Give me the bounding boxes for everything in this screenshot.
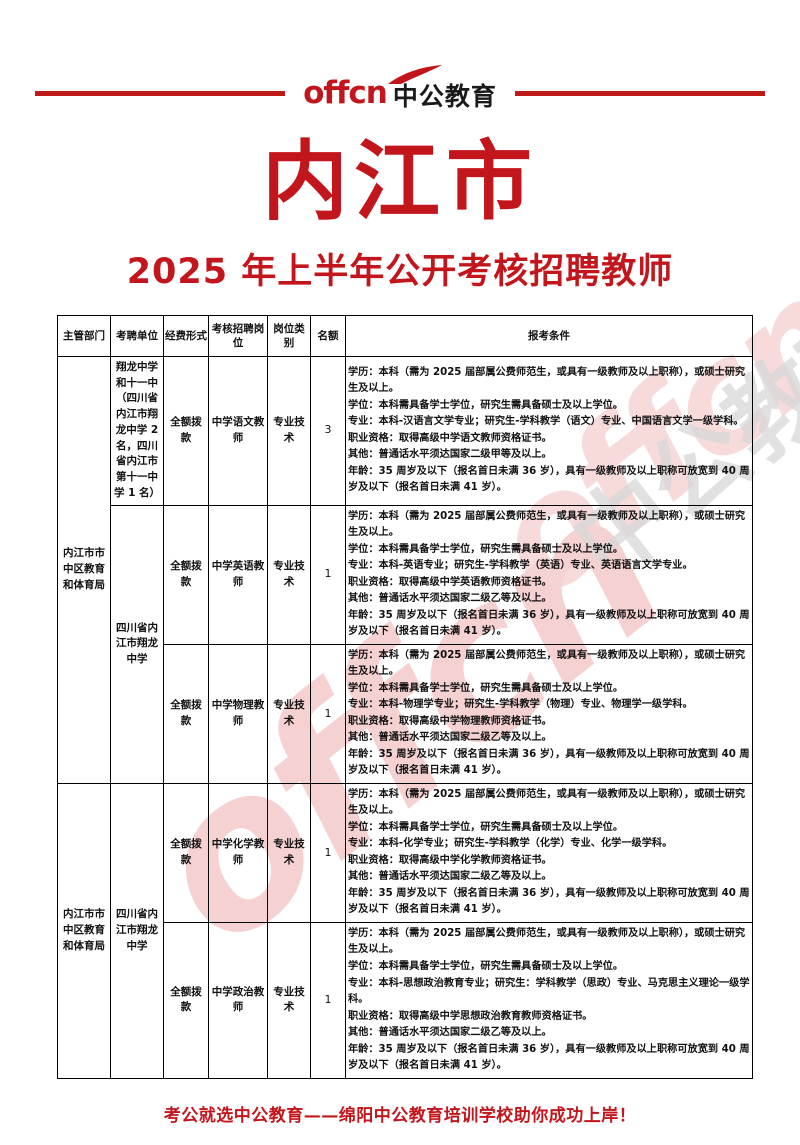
offcn-cn-wordmark: 中公教育 xyxy=(392,82,497,111)
table-header-row: 主管部门 考聘单位 经费形式 考核招聘岗位 岗位类别 名额 报考条件 xyxy=(57,314,753,357)
table-row: 全额拨款 中学政治教师 专业技术 1 学历：本科（需为 2025 届部属公费师范生，或具… xyxy=(58,921,753,1079)
recruitment-table-wrap: 主管部门 考聘单位 经费形式 考核招聘岗位 岗位类别 名额 报考条件 内江市市中… xyxy=(57,314,754,1079)
cell-category: 专业技术 xyxy=(267,643,311,784)
condition-line: 专业：本科-汉语言文学专业；研究生-学科教学（语文）专业、中国语言文学一级学科。 xyxy=(348,416,744,428)
condition-line: 学位：本科需具备学士学位，研究生需具备硕士及以上学位。 xyxy=(348,682,624,694)
cell-category: 专业技术 xyxy=(267,504,311,645)
cell-conditions: 学历：本科（需为 2025 届部属公费师范生，或具有一级教师及以上职称），或硕士… xyxy=(345,921,753,1079)
cell-quota: 1 xyxy=(310,921,346,1079)
condition-line: 职业资格：取得高级中学英语教师资格证书。 xyxy=(348,576,552,588)
condition-line: 专业：本科-化学专业；研究生-学科教学（化学）专业、化学一级学科。 xyxy=(348,838,673,850)
condition-line: 其他：普通话水平须达国家二级甲等及以上。 xyxy=(348,449,552,461)
col-header-dept: 主管部门 xyxy=(57,314,111,357)
offcn-logo: offcn 中公教育 xyxy=(295,65,505,111)
cell-post: 中学英语教师 xyxy=(208,504,268,645)
cell-fund: 全额拨款 xyxy=(163,504,209,645)
condition-line: 学位：本科需具备学士学位，研究生需具备硕士及以上学位。 xyxy=(348,961,624,972)
page-subtitle: 2025 年上半年公开考核招聘教师 xyxy=(126,252,674,292)
condition-line: 年龄：35 周岁及以下（报名首日未满 36 岁），具有一级教师及以上职称可放宽到… xyxy=(348,748,750,777)
cell-quota: 3 xyxy=(310,355,346,506)
offcn-wordmark: offcn xyxy=(303,75,388,111)
cell-unit: 四川省内江市翔龙中学 xyxy=(110,782,164,1079)
condition-line: 专业：本科-英语专业；研究生-学科教学（英语）专业、英语语言文学专业。 xyxy=(348,560,693,572)
cell-conditions: 学历：本科（需为 2025 届部属公费师范生，或具有一级教师及以上职称），或硕士… xyxy=(345,504,753,645)
cell-post: 中学物理教师 xyxy=(208,643,268,784)
condition-line: 专业：本科-物理学专业；研究生-学科教学（物理）专业、物理学一级学科。 xyxy=(348,699,693,711)
cell-unit: 四川省内江市翔龙中学 xyxy=(110,504,164,784)
condition-line: 年龄：35 周岁及以下（报名首日未满 36 岁），具有一级教师及以上职称可放宽到… xyxy=(348,465,750,494)
table-row: 四川省内江市翔龙中学 全额拨款 中学英语教师 专业技术 1 学历：本科（需为 2025 届… xyxy=(58,504,753,784)
table-row: 全额拨款 中学物理教师 专业技术 1 学历：本科（需为 2025 届部属公费师范生，或具… xyxy=(58,643,753,784)
condition-line: 其他：普通话水平须达国家二级乙等及以上。 xyxy=(348,593,552,605)
condition-line: 年龄：35 周岁及以下（报名首日未满 36 岁），具有一级教师及以上职称可放宽到… xyxy=(348,887,750,916)
cell-category: 专业技术 xyxy=(267,921,311,1079)
condition-line: 职业资格：取得高级中学语文教师资格证书。 xyxy=(348,432,552,444)
condition-line: 其他：普通话水平须达国家二级乙等及以上。 xyxy=(348,871,552,883)
cell-category: 专业技术 xyxy=(267,355,311,506)
table-row: 内江市市中区教育和体育局 四川省内江市翔龙中学 全额拨款 中学化学教师 专业技术 1 学历：… xyxy=(57,782,753,1079)
col-header-fund: 经费形式 xyxy=(163,314,209,357)
condition-line: 学历：本科（需为 2025 届部属公费师范生，或具有一级教师及以上职称），或硕士… xyxy=(348,788,746,817)
condition-line: 其他：普通话水平须达国家二级乙等及以上。 xyxy=(348,1027,552,1039)
condition-line: 学历：本科（需为 2025 届部属公费师范生，或具有一级教师及以上职称），或硕士… xyxy=(348,649,746,678)
cell-post: 中学语文教师 xyxy=(208,355,268,506)
condition-line: 职业资格：取得高级中学思想政治教育教师资格证书。 xyxy=(348,1010,593,1022)
col-header-quota: 名额 xyxy=(310,314,346,357)
condition-line: 学历：本科（需为 2025 届部属公费师范生，或具有一级教师及以上职称），或硕士… xyxy=(348,366,746,395)
cell-fund: 全额拨款 xyxy=(163,921,209,1079)
cell-unit: 翔龙中学和十一中（四川省内江市翔龙中学 2 名，四川省内江市第十一中学 1 名） xyxy=(110,355,164,506)
cell-fund: 全额拨款 xyxy=(163,355,209,506)
cell-fund: 全额拨款 xyxy=(163,643,209,784)
condition-line: 学历：本科（需为 2025 届部属公费师范生，或具有一级教师及以上职称），或硕士… xyxy=(348,927,746,956)
col-header-unit: 考聘单位 xyxy=(110,314,164,357)
cell-conditions: 学历：本科（需为 2025 届部属公费师范生，或具有一级教师及以上职称），或硕士… xyxy=(345,782,753,923)
rule-left xyxy=(35,91,286,96)
condition-line: 学历：本科（需为 2025 届部属公费师范生，或具有一级教师及以上职称），或硕士… xyxy=(348,510,746,539)
recruitment-table: 主管部门 考聘单位 经费形式 考核招聘岗位 岗位类别 名额 报考条件 内江市市中… xyxy=(57,314,753,1079)
table-row: 内江市市中区教育和体育局 翔龙中学和十一中（四川省内江市翔龙中学 2 名，四川省内… xyxy=(57,355,753,784)
condition-line: 学位：本科需具备学士学位，研究生需具备硕士及以上学位。 xyxy=(348,399,624,411)
rule-right xyxy=(514,91,765,96)
condition-line: 学位：本科需具备学士学位，研究生需具备硕士及以上学位。 xyxy=(348,543,624,555)
cell-dept: 内江市市中区教育和体育局 xyxy=(57,782,111,1079)
condition-line: 学位：本科需具备学士学位，研究生需具备硕士及以上学位。 xyxy=(348,821,624,833)
footer-slogan: 考公就选中公教育——绵阳中公教育培训学校助你成功上岸！ xyxy=(163,1105,637,1126)
cell-post: 中学化学教师 xyxy=(208,782,268,923)
col-header-post: 考核招聘岗位 xyxy=(208,314,268,357)
cell-quota: 1 xyxy=(310,782,346,923)
condition-line: 职业资格：取得高级中学物理教师资格证书。 xyxy=(348,715,552,727)
cell-conditions: 学历：本科（需为 2025 届部属公费师范生，或具有一级教师及以上职称），或硕士… xyxy=(345,643,753,784)
condition-line: 年龄：35 周岁及以下（报名首日未满 36 岁），具有一级教师及以上职称可放宽到… xyxy=(348,609,750,638)
condition-line: 专业：本科-思想政治教育专业；研究生：学科教学（思政）专业、马克思主义理论一级学… xyxy=(348,977,750,1006)
col-header-category: 岗位类别 xyxy=(267,314,311,357)
swoosh-icon xyxy=(387,65,442,84)
brand-header: offcn 中公教育 xyxy=(0,65,800,111)
cell-quota: 1 xyxy=(310,643,346,784)
cell-fund: 全额拨款 xyxy=(163,782,209,923)
cell-conditions: 学历：本科（需为 2025 届部属公费师范生，或具有一级教师及以上职称），或硕士… xyxy=(345,355,753,506)
condition-line: 年龄：35 周岁及以下（报名首日未满 36 岁），具有一级教师及以上职称可放宽到… xyxy=(348,1043,750,1072)
cell-post: 中学政治教师 xyxy=(208,921,268,1079)
condition-line: 职业资格：取得高级中学化学教师资格证书。 xyxy=(348,854,552,866)
cell-category: 专业技术 xyxy=(267,782,311,923)
page-title-city: 内江市 xyxy=(262,132,538,232)
cell-quota: 1 xyxy=(310,504,346,645)
cell-dept: 内江市市中区教育和体育局 xyxy=(57,355,111,784)
table-body: 内江市市中区教育和体育局 翔龙中学和十一中（四川省内江市翔龙中学 2 名，四川省内… xyxy=(57,355,753,1079)
col-header-conditions: 报考条件 xyxy=(345,314,753,357)
condition-line: 其他：普通话水平须达国家二级乙等及以上。 xyxy=(348,732,552,744)
